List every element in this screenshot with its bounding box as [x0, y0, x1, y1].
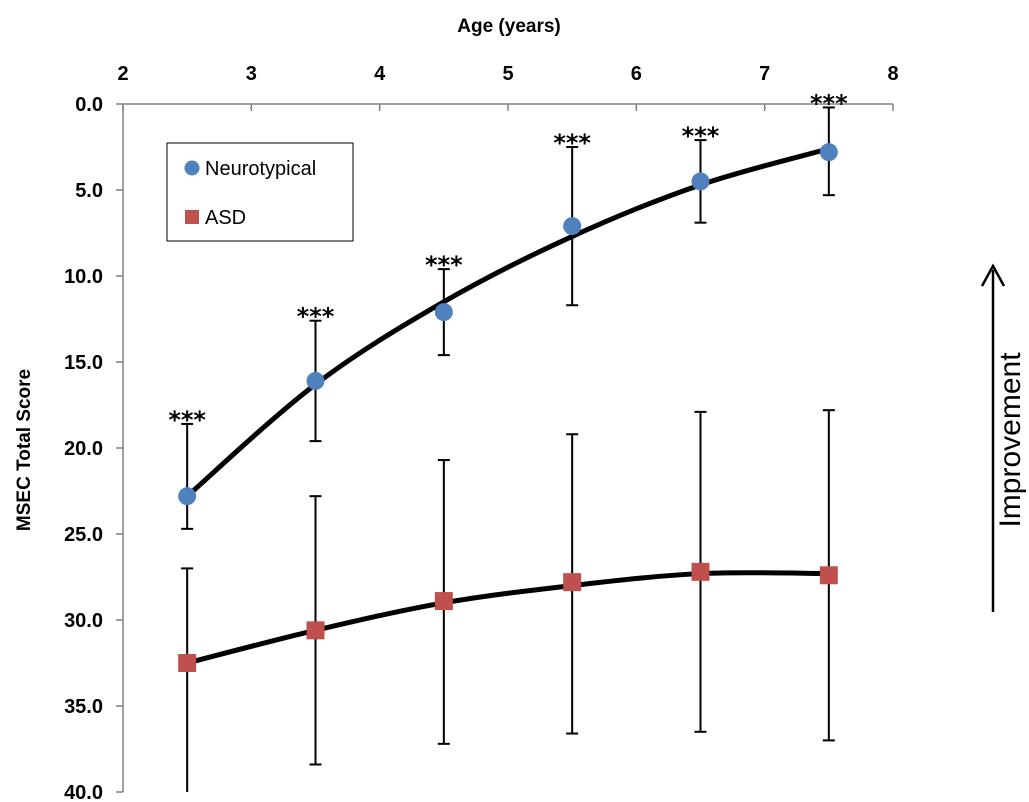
x-axis-title: Age (years): [457, 16, 561, 37]
improvement-label: Improvement: [994, 352, 1027, 528]
y-tick-label: 0.0: [75, 94, 103, 116]
x-tick-label: 5: [502, 63, 513, 85]
x-tick-label: 3: [246, 63, 257, 85]
data-point-neurotypical: [434, 303, 453, 322]
y-tick-label: 5.0: [75, 180, 103, 202]
y-tick-label: 35.0: [64, 696, 103, 718]
legend-label-asd: ASD: [205, 207, 246, 229]
legend-marker-asd: [185, 210, 199, 224]
legend-box: [166, 142, 354, 242]
legend-label-neurotypical: Neurotypical: [205, 158, 316, 180]
data-point-neurotypical: [563, 217, 582, 236]
y-tick-label: 40.0: [64, 782, 103, 802]
significance-annotations: *** *** *** *** *** ***: [168, 89, 848, 433]
improvement-indicator: Improvement: [980, 263, 1027, 612]
data-point-neurotypical: [819, 143, 838, 162]
x-tick-label: 8: [887, 63, 898, 85]
data-point-neurotypical: [691, 172, 710, 191]
up-arrow-icon: [980, 263, 1006, 287]
data-point-neurotypical: [306, 371, 325, 390]
legend: Neurotypical ASD: [166, 142, 354, 242]
data-point-neurotypical: [178, 487, 197, 506]
axes-layer: 2 3 4 5 6 7 8 0.0 5.0 10.0 15.0 20.0 25.0 30.0 35.0 40.…: [64, 63, 899, 802]
y-tick-label: 20.0: [64, 438, 103, 460]
significance-label: ***: [810, 89, 848, 117]
y-axis-title: MSEC Total Score: [14, 369, 35, 531]
x-tick-label: 7: [759, 63, 770, 85]
significance-label: ***: [682, 122, 720, 150]
data-point-asd: [819, 566, 838, 585]
legend-marker-neurotypical: [184, 160, 200, 176]
y-tick-label: 25.0: [64, 524, 103, 546]
data-point-asd: [178, 654, 197, 672]
significance-label: ***: [553, 129, 591, 157]
data-markers: [178, 143, 838, 672]
x-tick-label: 2: [117, 63, 128, 85]
significance-label: ***: [297, 303, 335, 331]
data-point-asd: [434, 592, 453, 611]
data-point-asd: [563, 573, 582, 592]
y-tick-label: 10.0: [64, 266, 103, 288]
y-tick-label: 15.0: [64, 352, 103, 374]
y-tick-label: 30.0: [64, 610, 103, 632]
significance-label: ***: [168, 406, 206, 434]
x-tick-label: 6: [631, 63, 642, 85]
x-tick-label: 4: [374, 63, 386, 85]
trend-line-asd: [184, 570, 832, 666]
data-point-asd: [691, 562, 710, 581]
data-point-asd: [306, 621, 325, 640]
significance-label: ***: [425, 251, 463, 279]
